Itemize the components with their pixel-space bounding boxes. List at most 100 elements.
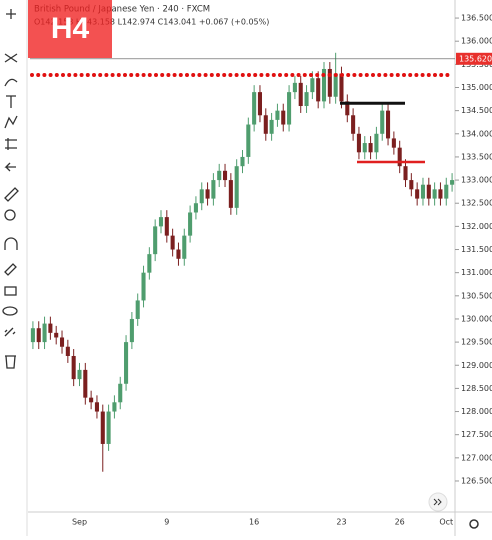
y-tick-label: 134.500 — [461, 106, 492, 115]
candle-body — [71, 355, 76, 380]
zoom-tool[interactable] — [4, 209, 16, 221]
candle-body — [269, 119, 274, 134]
candle-body — [339, 73, 344, 102]
back-tool[interactable] — [4, 162, 16, 172]
y-tick-label: 136.000 — [461, 37, 492, 46]
candle-body — [298, 82, 303, 107]
timeframe-badge-text: H4 — [51, 12, 90, 45]
candle-body — [158, 217, 164, 227]
candle-body — [193, 203, 198, 213]
settings-button[interactable] — [469, 519, 479, 529]
candle-body — [147, 254, 152, 273]
y-tick-label: 134.000 — [461, 129, 492, 138]
candle-body — [54, 332, 59, 338]
candle-body — [36, 328, 41, 343]
candle-body — [263, 115, 268, 134]
lock-tool[interactable] — [4, 286, 17, 296]
x-tick-label: 26 — [395, 518, 405, 527]
brush-tool[interactable] — [4, 78, 18, 87]
candle-body — [112, 402, 117, 412]
candle-body — [30, 328, 35, 343]
candle-body — [234, 166, 239, 208]
candle-body — [415, 189, 420, 199]
candle-body — [450, 180, 455, 185]
y-tick-label: 127.500 — [461, 430, 492, 439]
candle-body — [240, 156, 245, 167]
candle-body — [141, 272, 146, 301]
candle-body — [199, 189, 204, 204]
ohlc-legend: O142.158 H143.158 L142.974 C143.041 +0.0… — [34, 18, 269, 27]
candle-body — [77, 369, 82, 380]
y-tick-label: 133.500 — [461, 152, 492, 161]
trash-tool[interactable] — [5, 355, 16, 369]
candle-body — [432, 189, 437, 199]
toolbar — [2, 0, 28, 536]
pattern-tool[interactable] — [4, 115, 18, 129]
visibility-tool[interactable] — [2, 306, 18, 316]
candle-body — [153, 226, 158, 255]
candle-body — [426, 184, 431, 199]
y-tick-label: 129.000 — [461, 361, 492, 370]
candle-body — [188, 212, 193, 236]
ruler-tool[interactable] — [4, 187, 19, 202]
candle-body — [403, 166, 408, 181]
candle-body — [321, 68, 327, 102]
scroll-button[interactable] — [428, 492, 448, 512]
timeframe-badge — [28, 0, 112, 58]
candle-body — [182, 235, 187, 259]
candle-body — [164, 217, 169, 236]
candle-body — [65, 346, 70, 356]
candle-body — [397, 147, 402, 167]
candle-body — [211, 180, 216, 199]
scroll-button-circle[interactable] — [428, 492, 448, 512]
y-tick-label: 126.500 — [461, 476, 492, 485]
candle-body — [345, 101, 350, 116]
candle-body — [59, 337, 65, 347]
candle-body — [118, 383, 123, 403]
measure-tool[interactable] — [5, 138, 17, 150]
x-tick-label: 16 — [249, 518, 259, 527]
candle-body — [252, 92, 257, 125]
candle-body — [257, 92, 263, 116]
y-tick-label: 129.500 — [461, 338, 492, 347]
x-tick-label: 9 — [164, 518, 169, 527]
candle-body — [124, 342, 129, 384]
candle-body — [362, 143, 367, 153]
magnet-tool[interactable] — [4, 237, 18, 250]
candle-body — [327, 68, 332, 97]
candle-body — [83, 369, 88, 398]
draw-mode-tool[interactable] — [4, 263, 17, 276]
candle-body — [100, 411, 105, 444]
candle-body — [89, 397, 94, 403]
text-tool[interactable] — [6, 95, 16, 108]
x-tick-label: Sep — [72, 518, 87, 527]
y-tick-label: 132.000 — [461, 222, 492, 231]
candle-body — [287, 92, 292, 125]
scroll-button-icon[interactable] — [433, 498, 442, 506]
candle-body — [170, 235, 175, 250]
link-tool[interactable] — [4, 327, 16, 337]
candle-body — [374, 133, 379, 153]
y-tick-label: 128.000 — [461, 407, 492, 416]
candle-body — [420, 184, 426, 199]
candle-body — [292, 82, 297, 93]
settings-icon[interactable] — [469, 519, 479, 529]
y-tick-label: 130.500 — [461, 291, 492, 300]
trend-tool[interactable] — [4, 53, 18, 63]
y-tick-label: 128.500 — [461, 384, 492, 393]
y-tick-label: 136.500 — [461, 14, 492, 23]
x-tick-label: 23 — [336, 518, 346, 527]
candle-body — [228, 180, 233, 208]
crosshair-tool[interactable] — [6, 9, 16, 19]
chart-title: British Pound / Japanese Yen · 240 · FXC… — [34, 5, 210, 15]
candle-body — [281, 110, 286, 125]
candle-body — [222, 170, 228, 181]
candle-body — [386, 110, 391, 139]
candle-body — [391, 138, 396, 148]
candle-body — [316, 78, 321, 102]
y-tick-label: 131.500 — [461, 245, 492, 254]
candle-body — [333, 73, 338, 97]
candle-body — [176, 249, 181, 259]
candle-body — [205, 189, 210, 199]
